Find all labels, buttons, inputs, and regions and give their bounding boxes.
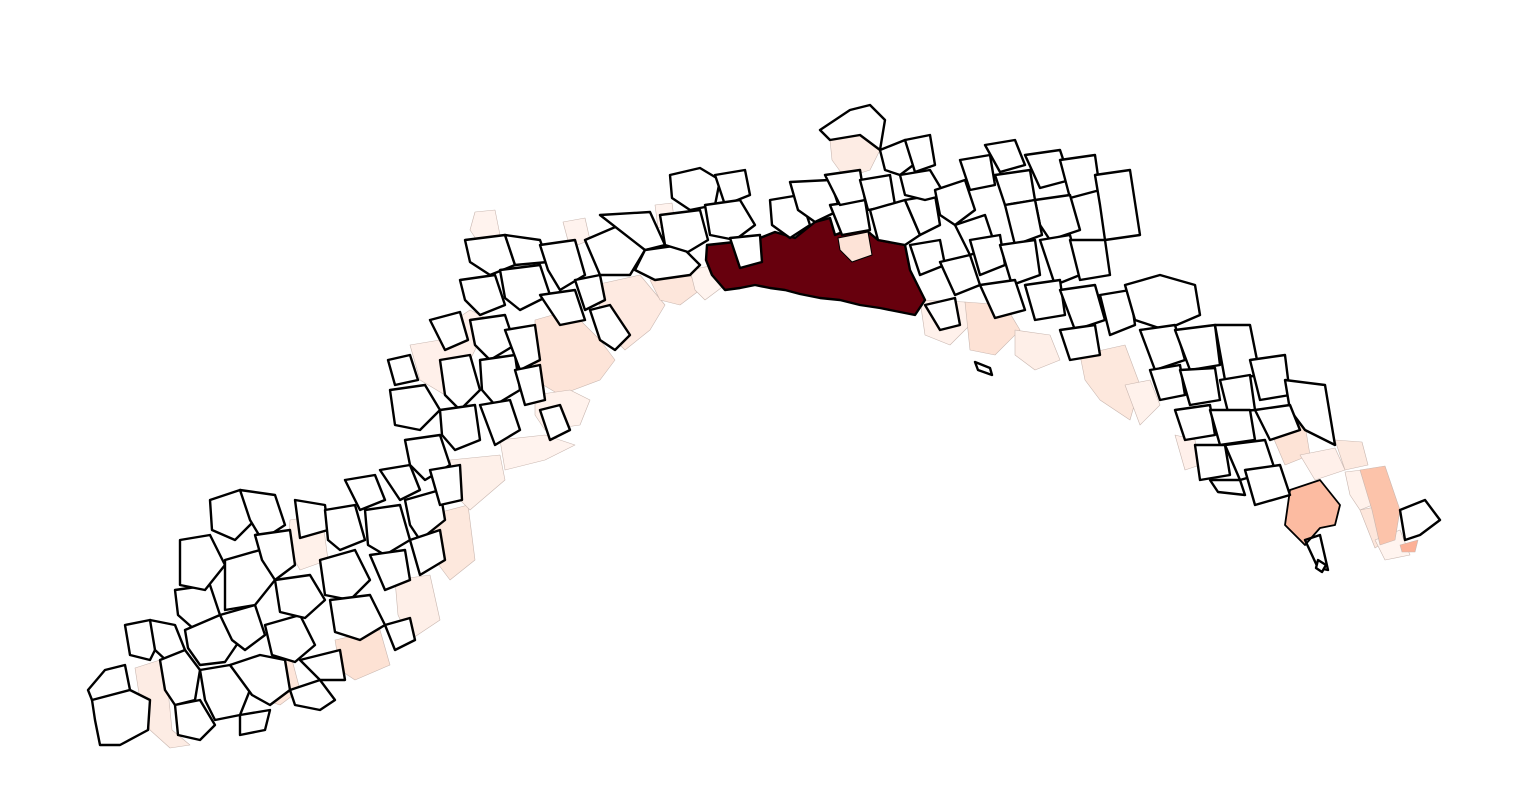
municipality[interactable]	[1023, 278, 1067, 322]
municipality[interactable]	[903, 133, 937, 174]
municipality[interactable]	[288, 678, 337, 712]
municipality[interactable]	[223, 548, 277, 612]
municipality[interactable]	[363, 503, 412, 557]
municipality[interactable]	[238, 708, 272, 737]
municipality[interactable]	[1253, 403, 1302, 442]
municipality[interactable]	[818, 103, 887, 152]
municipality[interactable]	[298, 648, 347, 682]
municipality[interactable]	[468, 313, 517, 362]
municipality[interactable]	[1148, 363, 1187, 402]
municipality[interactable]	[273, 573, 327, 620]
municipality[interactable]	[1173, 323, 1222, 372]
municipality[interactable]	[983, 138, 1027, 174]
island	[1314, 558, 1328, 574]
municipality[interactable]	[788, 178, 842, 224]
municipality[interactable]	[978, 278, 1027, 320]
municipality[interactable]	[478, 353, 522, 407]
municipality[interactable]	[908, 238, 947, 277]
municipality[interactable]	[1218, 373, 1257, 414]
municipality-shaded[interactable]	[1399, 539, 1419, 553]
municipality[interactable]	[90, 688, 152, 747]
municipality-shaded[interactable]	[1334, 439, 1369, 471]
unshaded-municipalities	[86, 103, 1442, 747]
genova-hole	[837, 231, 873, 263]
municipality[interactable]	[728, 233, 764, 270]
municipality[interactable]	[293, 498, 330, 540]
municipality[interactable]	[933, 178, 977, 227]
la-spezia-gulf-outline	[1284, 479, 1341, 546]
municipality[interactable]	[703, 198, 757, 242]
municipality[interactable]	[1208, 408, 1257, 447]
municipality-shaded[interactable]	[1079, 344, 1141, 421]
municipality[interactable]	[173, 698, 217, 742]
municipality[interactable]	[1003, 198, 1044, 247]
municipality[interactable]	[998, 238, 1042, 287]
municipality[interactable]	[538, 288, 587, 327]
municipality[interactable]	[713, 168, 752, 207]
municipality[interactable]	[1058, 153, 1102, 200]
municipality[interactable]	[318, 548, 372, 602]
municipality[interactable]	[378, 463, 422, 502]
municipality[interactable]	[538, 403, 572, 442]
municipality[interactable]	[1173, 403, 1217, 442]
municipality[interactable]	[253, 528, 297, 582]
municipality[interactable]	[428, 310, 470, 352]
municipality[interactable]	[1178, 366, 1222, 407]
municipality[interactable]	[263, 613, 317, 664]
municipality[interactable]	[403, 488, 447, 542]
municipality[interactable]	[1243, 463, 1292, 507]
municipality-shaded[interactable]	[1124, 379, 1161, 426]
municipality[interactable]	[343, 473, 387, 512]
municipality[interactable]	[573, 273, 607, 312]
municipality[interactable]	[438, 353, 482, 412]
municipality[interactable]	[323, 503, 367, 552]
municipality[interactable]	[538, 238, 587, 292]
municipality-shaded[interactable]	[499, 434, 576, 471]
municipality[interactable]	[498, 263, 552, 312]
municipality[interactable]	[938, 253, 982, 297]
municipality[interactable]	[1123, 273, 1202, 332]
municipality[interactable]	[178, 533, 227, 592]
municipality[interactable]	[1398, 498, 1442, 542]
municipality-sarzana[interactable]	[1359, 465, 1401, 546]
municipality[interactable]	[923, 296, 962, 332]
municipality[interactable]	[458, 273, 507, 317]
municipality[interactable]	[1248, 353, 1292, 402]
municipality[interactable]	[1208, 478, 1247, 497]
municipality[interactable]	[478, 398, 522, 447]
municipality[interactable]	[588, 303, 632, 352]
municipality[interactable]	[513, 363, 547, 407]
municipality[interactable]	[428, 463, 464, 507]
island	[973, 360, 994, 377]
municipality[interactable]	[1093, 168, 1142, 242]
municipality[interactable]	[958, 153, 997, 192]
municipality[interactable]	[828, 198, 872, 237]
municipality[interactable]	[868, 198, 922, 247]
municipality[interactable]	[1098, 288, 1137, 337]
municipality[interactable]	[503, 323, 542, 372]
municipality[interactable]	[1068, 238, 1112, 282]
municipality[interactable]	[1058, 283, 1107, 332]
municipality[interactable]	[386, 353, 420, 387]
municipality[interactable]	[658, 208, 710, 254]
municipality[interactable]	[408, 528, 447, 577]
municipality[interactable]	[993, 168, 1037, 207]
municipality[interactable]	[898, 168, 947, 202]
municipality[interactable]	[328, 593, 387, 642]
municipality[interactable]	[388, 383, 442, 432]
municipality[interactable]	[1058, 323, 1102, 362]
municipality[interactable]	[368, 548, 412, 592]
municipality[interactable]	[438, 403, 482, 452]
municipality-shaded[interactable]	[1014, 329, 1061, 371]
municipality[interactable]	[383, 616, 417, 652]
municipality[interactable]	[1193, 443, 1232, 482]
